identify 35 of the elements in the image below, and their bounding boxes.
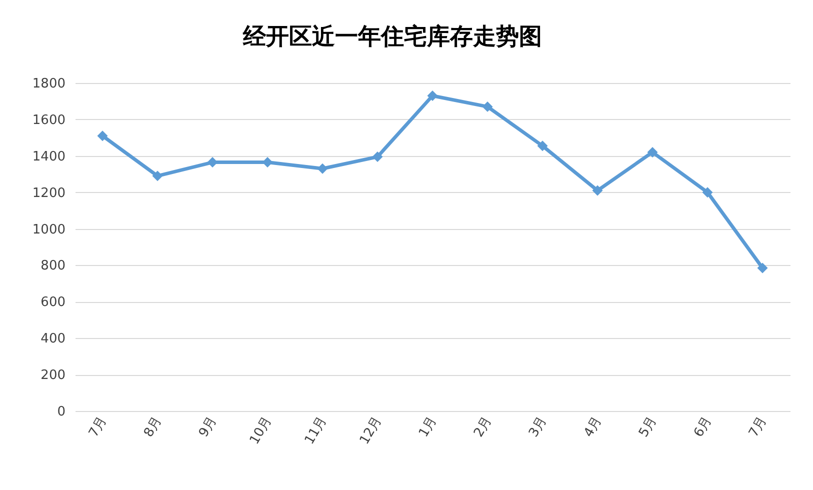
y-tick-label: 1600 [32,112,66,128]
point [97,130,108,142]
point [427,90,438,101]
point [757,262,768,274]
y-tick-label: 0 [57,404,66,420]
x-tick-label: 8月 [141,414,165,440]
point [317,163,328,174]
point [372,152,383,162]
y-tick-label: 1800 [32,76,66,92]
y-tick-label: 1000 [32,222,66,238]
x-tick-label: 6月 [691,414,715,440]
point [647,147,658,158]
y-tick-label: 200 [40,368,66,384]
x-tick-label: 4月 [581,414,605,440]
x-tick-label: 12月 [357,414,385,448]
x-tick-label: 9月 [196,414,220,440]
y-tick-label: 800 [40,258,66,274]
x-tick-label: 10月 [247,414,275,448]
point [592,185,603,196]
x-tick-label: 7月 [746,414,770,440]
point [482,101,493,112]
y-tick-label: 1200 [32,186,66,201]
x-tick-label: 3月 [526,414,550,440]
point [537,140,548,152]
x-tick-label: 1月 [416,414,440,440]
point [702,187,713,198]
y-tick-label: 1400 [32,149,66,164]
x-tick-label: 7月 [86,414,110,440]
point [152,170,163,182]
y-tick-label: 600 [40,295,66,310]
x-tick-label: 2月 [471,414,495,440]
x-tick-label: 5月 [636,414,660,440]
y-tick-label: 400 [40,332,66,347]
x-tick-label: 11月 [302,414,330,448]
chart-title: 经开区近一年住宅库存走势图 [242,23,542,50]
